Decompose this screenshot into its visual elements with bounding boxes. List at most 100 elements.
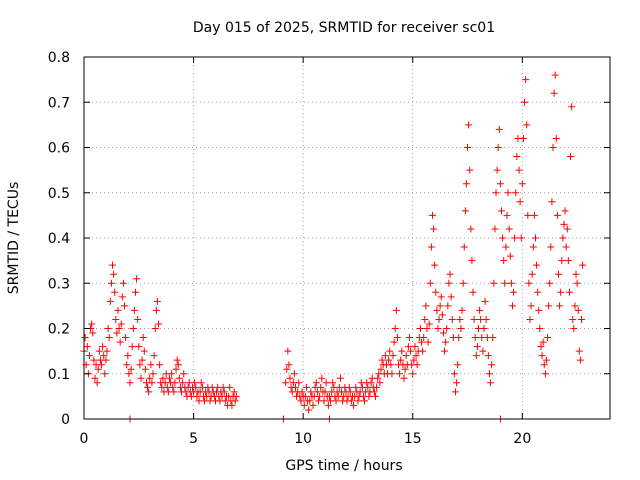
- data-point: [540, 361, 548, 369]
- data-point: [558, 257, 566, 265]
- data-point: [388, 370, 396, 378]
- data-point: [419, 347, 427, 355]
- data-point: [147, 361, 155, 369]
- data-point: [297, 397, 305, 405]
- data-point: [454, 361, 462, 369]
- data-point: [173, 356, 181, 364]
- data-point: [378, 356, 386, 364]
- data-point: [283, 365, 291, 373]
- data-point: [451, 388, 459, 396]
- data-point: [93, 379, 101, 387]
- data-point: [446, 270, 454, 278]
- data-point: [564, 257, 572, 265]
- data-point: [140, 347, 148, 355]
- data-point: [428, 211, 436, 219]
- data-point: [542, 356, 550, 364]
- data-point: [510, 288, 518, 296]
- y-tick-label: 0.2: [48, 322, 70, 338]
- data-point: [302, 383, 310, 391]
- data-point: [442, 338, 450, 346]
- data-point: [361, 397, 369, 405]
- y-tick-label: 0.3: [48, 276, 70, 292]
- data-point: [141, 365, 149, 373]
- data-point: [377, 365, 385, 373]
- data-point: [544, 334, 552, 342]
- data-point: [427, 243, 435, 251]
- data-point: [367, 379, 375, 387]
- data-point: [301, 392, 309, 400]
- x-tick-label: 10: [294, 431, 312, 447]
- data-point: [559, 234, 567, 242]
- data-point: [405, 334, 413, 342]
- data-point: [430, 225, 438, 233]
- data-point: [373, 383, 381, 391]
- data-point: [513, 153, 521, 161]
- data-point: [400, 374, 408, 382]
- data-point: [393, 334, 401, 342]
- data-point: [228, 401, 236, 409]
- data-point: [437, 293, 445, 301]
- data-point: [410, 356, 418, 364]
- data-point: [332, 397, 340, 405]
- data-point: [346, 388, 354, 396]
- data-point: [300, 401, 308, 409]
- data-point: [526, 315, 534, 323]
- data-point: [151, 325, 159, 332]
- data-point: [371, 392, 379, 400]
- data-point: [309, 401, 317, 409]
- data-point: [501, 279, 509, 287]
- data-point: [574, 306, 582, 314]
- data-point: [295, 379, 303, 387]
- data-point: [482, 315, 490, 323]
- data-point: [135, 343, 143, 351]
- data-point: [537, 343, 545, 351]
- data-point: [139, 334, 147, 342]
- data-point: [485, 370, 493, 378]
- data-point: [85, 352, 93, 360]
- data-point: [441, 347, 449, 355]
- data-point: [433, 306, 441, 314]
- data-point: [220, 388, 228, 396]
- data-point: [390, 338, 398, 346]
- x-tick-label: 15: [404, 431, 422, 447]
- data-point: [316, 392, 324, 400]
- data-point: [282, 379, 290, 387]
- data-point: [391, 325, 399, 332]
- data-point: [541, 370, 549, 378]
- data-point: [108, 261, 116, 269]
- data-point: [354, 397, 362, 405]
- data-point: [444, 302, 452, 310]
- data-point: [374, 374, 382, 382]
- data-point: [518, 180, 526, 188]
- data-point: [114, 306, 122, 314]
- data-point: [322, 379, 330, 387]
- data-point: [448, 315, 456, 323]
- data-point: [578, 315, 586, 323]
- data-point: [284, 347, 292, 355]
- data-point: [418, 338, 426, 346]
- data-point: [89, 329, 97, 337]
- data-point: [528, 270, 536, 278]
- data-point: [489, 334, 497, 342]
- data-point: [123, 361, 131, 369]
- data-point: [321, 388, 329, 396]
- data-point: [572, 270, 580, 278]
- data-point: [232, 392, 240, 400]
- data-point: [101, 370, 109, 378]
- data-point: [149, 370, 157, 378]
- data-point: [170, 388, 178, 396]
- data-point: [579, 261, 587, 269]
- data-point: [118, 293, 126, 301]
- data-point: [561, 207, 569, 215]
- data-point: [128, 343, 136, 351]
- data-point: [192, 383, 200, 391]
- data-point: [381, 352, 389, 360]
- data-point: [376, 379, 384, 387]
- data-point: [531, 234, 539, 242]
- data-point: [507, 279, 515, 287]
- data-point: [179, 379, 187, 387]
- data-point: [576, 356, 584, 364]
- data-point: [402, 352, 410, 360]
- data-point: [168, 370, 176, 378]
- data-point: [99, 343, 107, 351]
